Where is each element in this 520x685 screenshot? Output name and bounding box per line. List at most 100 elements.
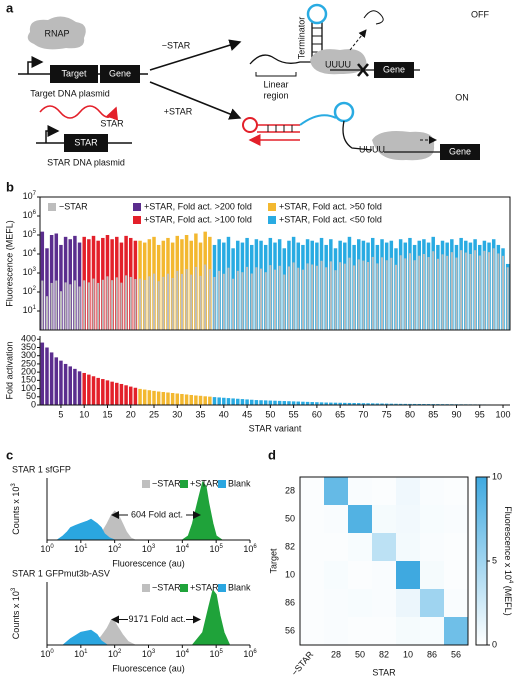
bar (408, 403, 412, 405)
x-tick-label: 10 (403, 649, 413, 659)
tick-exponent: 4 (186, 649, 190, 655)
x-tick-label: 100 (40, 544, 54, 555)
legend-label: +STAR, Fold act. >100 fold (144, 214, 252, 224)
bar (417, 403, 422, 405)
legend-swatch (133, 216, 141, 224)
bar (241, 272, 244, 330)
gene-box (100, 65, 140, 83)
bar (339, 262, 342, 330)
bar (380, 403, 384, 405)
heatmap-cell (444, 561, 468, 589)
bar (297, 267, 300, 330)
bar (366, 403, 370, 405)
bar (222, 397, 226, 405)
bar (488, 252, 491, 330)
legend-swatch (218, 480, 226, 488)
bar (170, 393, 175, 405)
tick-exponent: 1 (84, 544, 88, 550)
y-tick-label: 82 (285, 541, 295, 551)
bar (311, 264, 314, 330)
bar (250, 273, 253, 330)
bar (204, 264, 207, 330)
tick-base: 10 (23, 305, 33, 315)
heatmap-frame (299, 476, 469, 646)
bar (352, 403, 356, 405)
y-axis-label: Fluorescence (MEFL) (4, 220, 14, 307)
bar (273, 269, 277, 330)
y-tick-label: 250 (21, 358, 36, 368)
bar (478, 255, 481, 330)
heatmap-cell (300, 505, 324, 533)
bar (474, 250, 477, 330)
stop-mark (357, 63, 369, 77)
base-pairs (267, 125, 293, 132)
region-label: region (263, 90, 288, 100)
bar (49, 352, 54, 405)
bar (138, 388, 142, 405)
chart-title: STAR 1 GFPmut3b-ASV (12, 568, 110, 578)
bar (147, 390, 152, 405)
colorbar-tick-label: 10 (492, 471, 502, 481)
heatmap-cell (324, 505, 348, 533)
chart-title: STAR 1 sfGFP (12, 464, 71, 474)
x-tick-label: 100 (496, 409, 511, 419)
bar (199, 275, 202, 330)
heatmap-cell (324, 477, 348, 505)
bar (338, 402, 342, 405)
legend-label: −STAR (152, 478, 181, 488)
bar (333, 402, 338, 405)
bar (375, 403, 380, 405)
bar (343, 402, 347, 405)
gene-box (374, 62, 414, 78)
bar (384, 403, 389, 405)
bar (412, 403, 417, 405)
legend-swatch (268, 216, 276, 224)
bar (232, 278, 235, 330)
bar (148, 276, 151, 330)
x-tick-label: 95 (475, 409, 485, 419)
bar (432, 251, 435, 330)
bar (278, 265, 281, 330)
bar (287, 401, 291, 405)
star-rna (39, 105, 119, 121)
y-tick-label: 56 (285, 625, 295, 635)
region-label: Linear (263, 79, 288, 89)
tick-base: 10 (209, 544, 219, 554)
bar (436, 258, 439, 330)
star-stem (257, 124, 300, 133)
x-axis-label: Fluorescence (au) (112, 558, 185, 568)
bar (348, 257, 351, 330)
bar (45, 248, 49, 330)
heatmap-cell (324, 589, 348, 617)
legend-label: −STAR (152, 582, 181, 592)
x-tick-label: 104 (176, 544, 190, 555)
bar (175, 393, 180, 405)
bar (269, 265, 272, 330)
tick-base: 10 (23, 210, 33, 220)
heatmap-cell (348, 505, 372, 533)
bar (367, 261, 370, 330)
bar (41, 280, 44, 330)
star-loop (242, 117, 258, 133)
bar (152, 390, 156, 405)
bar (353, 265, 356, 330)
y-axis-label: Counts x 103 (11, 587, 22, 639)
bar (87, 374, 91, 405)
x-tick-label: 80 (405, 409, 415, 419)
annotation: 9171 Fold act. (128, 614, 185, 624)
heatmap-cell (420, 533, 444, 561)
bar (208, 269, 211, 330)
tick-exponent: 5 (220, 649, 224, 655)
rnap-blob (310, 49, 367, 75)
bar (301, 401, 305, 405)
tick-base: 10 (23, 229, 33, 239)
bar (246, 266, 249, 330)
bar (143, 279, 146, 330)
tick-exponent: 2 (118, 649, 122, 655)
bar (133, 387, 138, 405)
x-tick-label: 30 (172, 409, 182, 419)
bar (361, 403, 366, 405)
heatmap-cell (300, 561, 324, 589)
bar (162, 276, 165, 330)
